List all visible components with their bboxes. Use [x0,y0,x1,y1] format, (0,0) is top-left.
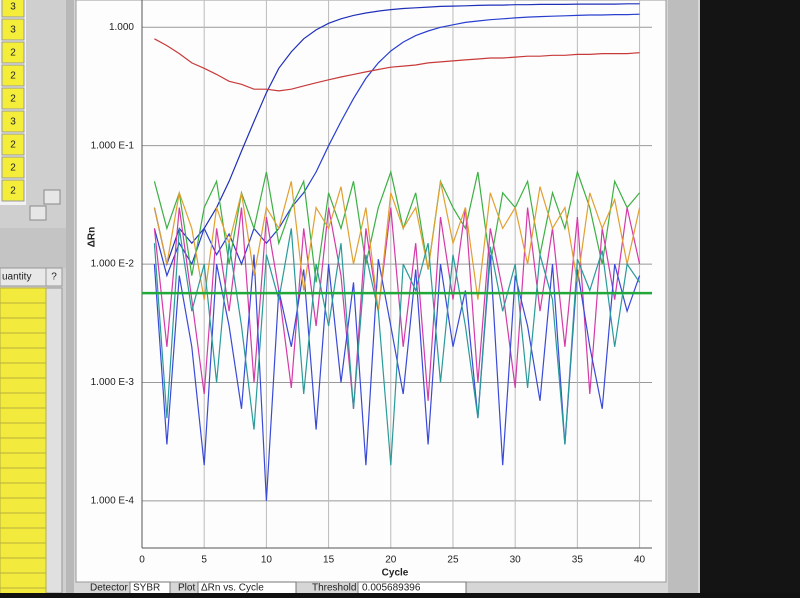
table-cell-text: 3 [10,117,16,128]
scrollbar[interactable] [45,287,63,594]
y-tick-label: 1.000 E-3 [91,377,135,388]
quantity-cell [0,392,47,409]
plot-label: Plot [178,583,195,593]
curve [153,3,640,267]
curve [153,228,641,466]
detector-label: Detector [90,583,128,593]
table-cell-text: 2 [10,94,16,105]
quantity-column [0,287,47,598]
curve [153,13,640,278]
threshold-label: Threshold [312,583,356,593]
quantity-cell [0,347,47,364]
y-tick-label: 1.000 [109,22,134,33]
splitter [66,0,74,593]
table-cell-text: 3 [10,2,16,13]
curves [153,3,641,501]
plot-value: ΔRn vs. Cycle [201,583,264,593]
quantity-cell [0,332,47,349]
quantity-cell [0,527,47,544]
table-cell [1,64,25,87]
threshold-value: 0.005689396 [362,583,421,593]
table-cell [1,110,25,133]
quantity-cell [0,497,47,514]
x-tick-label: 25 [447,555,459,566]
table-cell-text: 2 [10,163,16,174]
quantity-cell [0,452,47,469]
quantity-cell [0,557,47,574]
y-tick-label: 1.000 E-2 [91,259,135,270]
quantity-cell [0,287,47,304]
help-button[interactable] [45,267,63,287]
table-cell [1,156,25,179]
scroll-right[interactable] [29,205,47,221]
quantity-cell [0,422,47,439]
table-cell-text: 3 [10,25,16,36]
right-strip [668,0,698,593]
help-text: ? [51,272,57,283]
x-tick-label: 5 [201,555,207,566]
detector-value: SYBR [133,583,160,593]
quantity-cell [0,467,47,484]
quantity-cell [0,407,47,424]
table-cell [1,179,25,202]
quantity-cell [0,377,47,394]
quantity-cell [0,362,47,379]
quantity-cell [0,317,47,334]
quantity-cell [0,542,47,559]
column-header-text: uantity [2,272,31,283]
quantity-cell [0,482,47,499]
table-cell [1,133,25,156]
curve [153,169,641,283]
table-cell [1,18,25,41]
quantity-cell [0,302,47,319]
chart-panel [75,0,667,583]
x-tick-label: 0 [139,555,145,566]
table-cell-text: 2 [10,186,16,197]
y-tick-label: 1.000 E-1 [91,140,135,151]
curve [154,38,640,92]
table-cell [1,41,25,64]
curve [153,181,641,312]
table-cell [1,0,25,18]
x-tick-label: 10 [261,555,273,566]
x-tick-label: 20 [385,555,397,566]
quantity-cell [0,437,47,454]
x-tick-label: 35 [572,555,584,566]
x-axis-label: Cycle [382,568,409,579]
quantity-cell [0,512,47,529]
y-tick-label: 1.000 E-4 [91,496,135,507]
y-axis-label: ΔRn [87,227,98,248]
table-cell-text: 2 [10,48,16,59]
table-cell-text: 2 [10,140,16,151]
x-tick-label: 40 [634,555,646,566]
quantity-cell [0,572,47,589]
curve [153,207,641,409]
x-tick-label: 30 [510,555,522,566]
divider [0,228,66,268]
x-tick-label: 15 [323,555,335,566]
scroll-down[interactable] [43,189,61,205]
quantity-cell [0,587,47,598]
table-cell [1,87,25,110]
table-cell-text: 2 [10,71,16,82]
